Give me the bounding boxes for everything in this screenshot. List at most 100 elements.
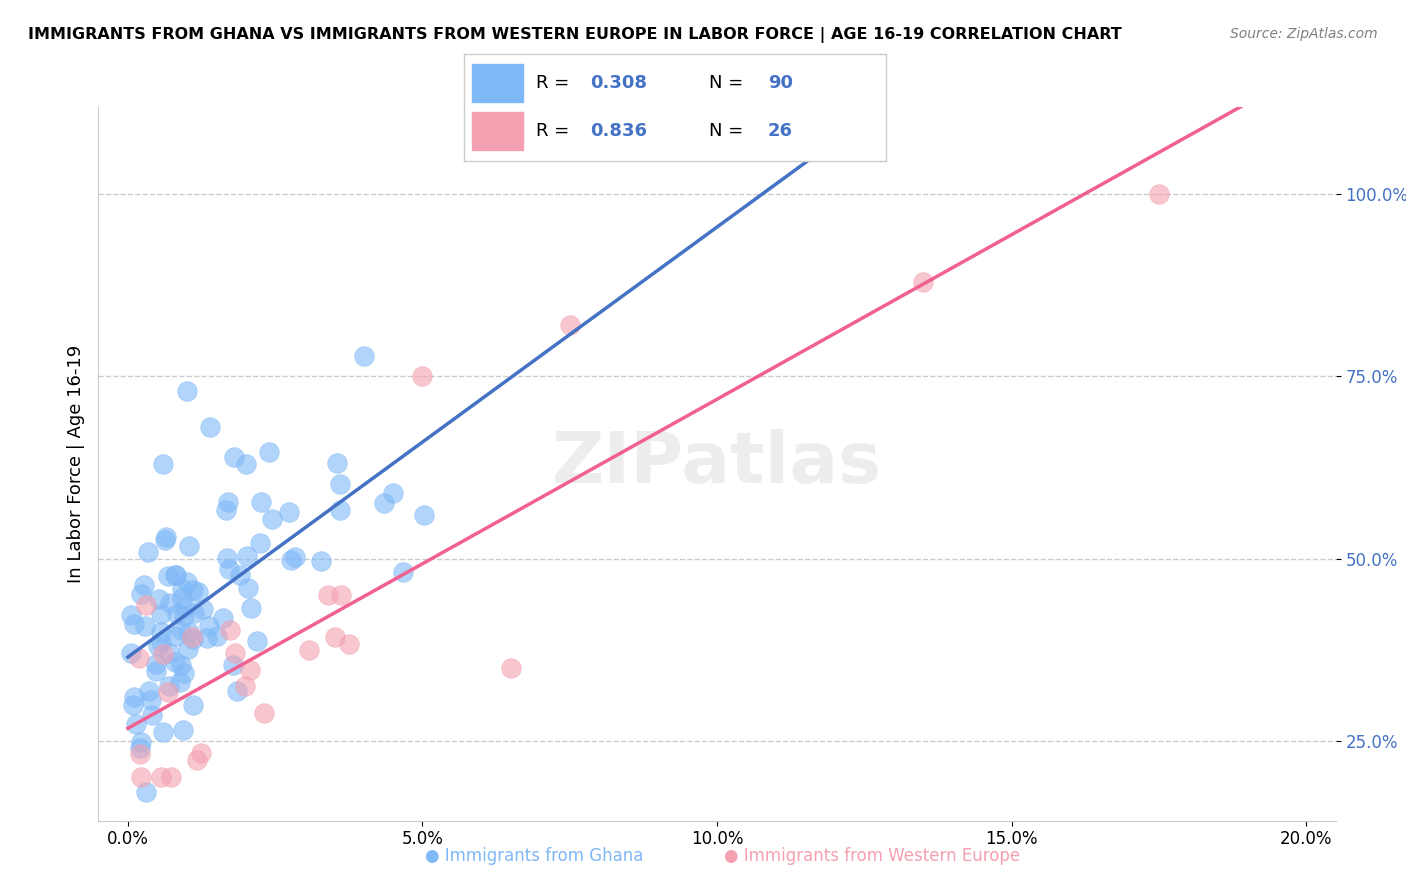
Point: [176, 642, 198, 657]
Bar: [472, 112, 523, 150]
Point: [170, 657, 193, 672]
Point: [381, 486, 404, 500]
Point: [135, 784, 157, 798]
Point: [124, 690, 146, 705]
Point: [157, 679, 180, 693]
Point: [181, 698, 204, 713]
Point: [298, 642, 321, 657]
Point: [326, 456, 349, 470]
Point: [129, 587, 152, 601]
Point: [224, 646, 246, 660]
Point: [257, 445, 280, 459]
Point: [157, 568, 180, 582]
Point: [179, 539, 201, 553]
Point: [172, 591, 194, 606]
Point: [157, 646, 180, 660]
Bar: [472, 64, 523, 102]
Point: [183, 582, 205, 597]
Point: [200, 420, 222, 434]
Point: [912, 275, 935, 289]
Point: [214, 503, 236, 517]
Point: [236, 581, 259, 595]
Point: [323, 630, 346, 644]
Point: [160, 770, 183, 784]
Point: [246, 634, 269, 648]
Point: [222, 450, 245, 464]
Text: N =: N =: [709, 75, 748, 93]
Point: [149, 770, 172, 784]
Point: [120, 607, 142, 622]
Text: ● Immigrants from Ghana: ● Immigrants from Ghana: [425, 847, 644, 865]
Point: [139, 693, 162, 707]
Point: [205, 629, 228, 643]
Point: [145, 664, 167, 678]
Point: [236, 549, 259, 563]
Point: [191, 602, 214, 616]
Point: [218, 562, 240, 576]
Point: [499, 661, 522, 675]
Text: IMMIGRANTS FROM GHANA VS IMMIGRANTS FROM WESTERN EUROPE IN LABOR FORCE | AGE 16-: IMMIGRANTS FROM GHANA VS IMMIGRANTS FROM…: [28, 27, 1122, 43]
Point: [165, 655, 187, 669]
Point: [239, 663, 262, 677]
Point: [329, 476, 352, 491]
Y-axis label: In Labor Force | Age 16-19: In Labor Force | Age 16-19: [66, 344, 84, 583]
Point: [148, 592, 170, 607]
Point: [329, 503, 352, 517]
Point: [195, 632, 218, 646]
Point: [558, 318, 581, 333]
Point: [129, 747, 152, 761]
Point: [129, 770, 152, 784]
Point: [172, 723, 194, 738]
Point: [176, 575, 198, 590]
Text: 0.308: 0.308: [591, 75, 648, 93]
Text: N =: N =: [709, 121, 748, 139]
Point: [163, 629, 186, 643]
Point: [373, 495, 395, 509]
Point: [337, 637, 360, 651]
Point: [129, 740, 152, 755]
Point: [222, 658, 245, 673]
Point: [186, 753, 208, 767]
Text: 0.836: 0.836: [591, 121, 648, 139]
Point: [152, 457, 174, 471]
Point: [284, 549, 307, 564]
Point: [329, 588, 352, 602]
Point: [309, 554, 332, 568]
Point: [136, 545, 159, 559]
Point: [174, 599, 197, 614]
Text: 90: 90: [768, 75, 793, 93]
Point: [179, 625, 201, 640]
Point: [190, 746, 212, 760]
Point: [219, 624, 242, 638]
Text: R =: R =: [536, 121, 575, 139]
Point: [198, 619, 221, 633]
Point: [249, 536, 271, 550]
Point: [120, 646, 142, 660]
Text: ● Immigrants from Western Europe: ● Immigrants from Western Europe: [724, 847, 1019, 865]
Point: [166, 607, 188, 621]
Point: [122, 616, 145, 631]
Point: [187, 585, 209, 599]
Point: [165, 567, 187, 582]
Point: [235, 457, 257, 471]
Point: [169, 674, 191, 689]
Text: Source: ZipAtlas.com: Source: ZipAtlas.com: [1230, 27, 1378, 41]
Point: [152, 725, 174, 739]
Point: [413, 508, 436, 522]
Point: [128, 651, 150, 665]
Point: [253, 706, 276, 720]
Point: [173, 609, 195, 624]
Point: [1147, 187, 1170, 202]
Text: R =: R =: [536, 75, 575, 93]
Point: [226, 684, 249, 698]
Point: [134, 619, 156, 633]
Point: [152, 648, 174, 662]
Point: [159, 597, 181, 611]
Point: [181, 630, 204, 644]
Point: [280, 553, 302, 567]
Point: [150, 624, 173, 639]
Point: [260, 512, 283, 526]
Point: [170, 624, 193, 638]
Point: [217, 495, 239, 509]
Point: [183, 606, 205, 620]
